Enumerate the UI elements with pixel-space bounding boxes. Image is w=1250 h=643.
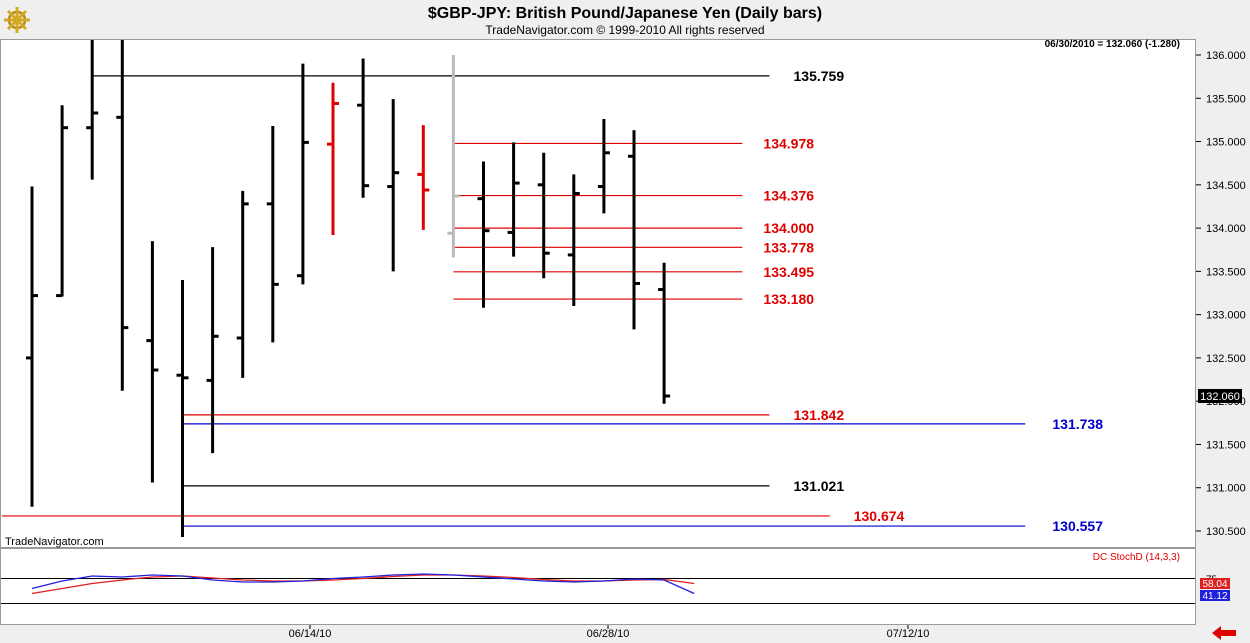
price-tick-label: 135.500 [1206, 93, 1246, 105]
ohlc-bar [567, 174, 580, 306]
ohlc-bar [146, 241, 159, 483]
date-tick-label: 07/12/10 [887, 628, 930, 640]
chart-title: $GBP-JPY: British Pound/Japanese Yen (Da… [428, 5, 822, 22]
ohlc-bar [327, 82, 339, 236]
level-label: 133.180 [763, 291, 814, 307]
date-axis: 06/14/10 06/28/10 07/12/10 [289, 625, 930, 640]
ohlc-bar [628, 130, 640, 330]
price-tick-label: 133.000 [1206, 310, 1246, 322]
ohlc-bar [26, 186, 38, 507]
red-left-arrow-icon[interactable] [1212, 626, 1236, 640]
price-tick-label: 131.500 [1206, 439, 1246, 451]
ohlc-bar [206, 247, 219, 454]
level-label: 133.495 [763, 264, 814, 280]
stoch-d-value: 41.12 [1202, 591, 1227, 602]
level-label: 130.674 [854, 508, 905, 524]
price-axis: 136.000 135.500 135.000 134.500 134.000 133.5… [1196, 50, 1246, 538]
level-label: 131.842 [794, 407, 845, 423]
price-tick-label: 133.500 [1206, 266, 1246, 278]
ohlc-bar [477, 161, 490, 308]
level-label: 133.778 [763, 239, 814, 255]
price-bars [26, 40, 671, 538]
watermark: TradeNavigator.com [5, 536, 104, 548]
price-tick-label: 134.000 [1206, 223, 1246, 235]
stoch-k-value-box [1200, 578, 1230, 589]
level-label: 131.021 [794, 478, 845, 494]
header-strip [0, 0, 1250, 39]
ohlc-bar [507, 142, 520, 257]
price-tick-label: 136.000 [1206, 50, 1246, 62]
price-tick-label: 131.000 [1206, 483, 1246, 495]
ohlc-bar [296, 63, 309, 285]
ohlc-bar [597, 119, 610, 214]
last-price-marker: 132.060 [1198, 388, 1242, 403]
level-label: 134.978 [763, 135, 814, 151]
stoch-name-label: DC StochD (14,3,3) [1093, 552, 1180, 563]
price-tick-label: 132.500 [1206, 353, 1246, 365]
last-price-label: 132.060 [1200, 391, 1240, 403]
level-label: 134.376 [763, 188, 814, 204]
stoch-d-line [31, 574, 695, 595]
stoch-k-line [31, 573, 695, 595]
date-tick-label: 06/14/10 [289, 628, 332, 640]
last-price-box [1198, 388, 1242, 403]
price-axis-panel [1196, 39, 1250, 643]
ohlc-bar [537, 152, 550, 279]
ohlc-bar [56, 105, 69, 298]
plot-frame [0, 39, 1196, 548]
price-tick-label: 134.500 [1206, 180, 1246, 192]
ship-wheel-icon[interactable] [4, 7, 30, 33]
stoch-d-value-box [1200, 590, 1230, 601]
ohlc-bar [417, 125, 430, 230]
stoch-frame [0, 548, 1196, 625]
ohlc-bar [116, 40, 129, 391]
stoch-k-value: 58.04 [1202, 579, 1227, 590]
date-tick-label: 06/28/10 [587, 628, 630, 640]
ohlc-bar [447, 55, 460, 258]
level-label: 134.000 [763, 220, 814, 236]
date-axis-panel [0, 625, 1196, 643]
last-value-readout: 06/30/2010 = 132.060 (-1.280) [1045, 39, 1180, 50]
ohlc-bar [86, 40, 99, 180]
ohlc-bar [658, 262, 671, 404]
price-tick-label: 135.000 [1206, 137, 1246, 149]
ohlc-bar [357, 58, 370, 198]
ohlc-bar [266, 125, 279, 343]
level-label: 130.557 [1052, 518, 1103, 534]
level-lines: 135.759 134.978 134.376 134.000 133.778 133.4… [1, 68, 1103, 534]
price-tick-label: 130.500 [1206, 526, 1246, 538]
ohlc-bar [236, 190, 249, 378]
level-label: 135.759 [794, 68, 845, 84]
ohlc-bar [176, 280, 189, 538]
ohlc-bar [387, 99, 400, 272]
copyright-subtitle: TradeNavigator.com © 1999-2010 All right… [485, 23, 764, 37]
level-label: 131.738 [1052, 416, 1103, 432]
